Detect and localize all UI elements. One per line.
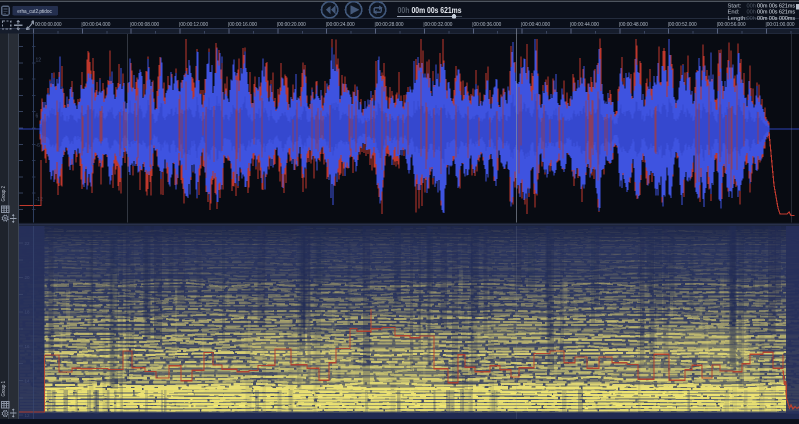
svg-text:|00:00:24.000: |00:00:24.000 [326,22,355,28]
svg-text:Group 1: Group 1 [1,381,7,397]
svg-text:18: 18 [25,310,31,315]
svg-text:12: 12 [36,58,42,64]
svg-text:6: 6 [36,114,39,120]
svg-text:|00:00:20.000: |00:00:20.000 [277,22,306,28]
svg-text:|00:00:36.000: |00:00:36.000 [472,22,501,28]
svg-text:00h: 00h [398,5,410,15]
svg-text:|00:01:00.000: |00:01:00.000 [766,22,795,28]
svg-text:|00:00:48.000: |00:00:48.000 [619,22,648,28]
svg-text:-12: -12 [36,197,43,203]
svg-text:End:: End: [728,10,740,16]
svg-text:|00:00:40.000: |00:00:40.000 [521,22,550,28]
svg-text:20: 20 [25,275,31,280]
svg-text:14: 14 [25,378,31,383]
svg-text:|00:00:08.000: |00:00:08.000 [130,22,159,28]
svg-text:00:00:00.000: 00:00:00.000 [35,22,62,28]
svg-text:|00:00:04.000: |00:00:04.000 [81,22,110,28]
svg-text:|00:00:52.000: |00:00:52.000 [668,22,697,28]
svg-text:|00:00:32.000: |00:00:32.000 [423,22,452,28]
svg-text:00h: 00h [747,10,757,16]
svg-text:00h: 00h [747,16,757,22]
svg-text:12: 12 [25,413,31,418]
svg-text:|00:00:12.000: |00:00:12.000 [179,22,208,28]
svg-text:|00:00:16.000: |00:00:16.000 [228,22,257,28]
svg-text:|00:00:44.000: |00:00:44.000 [570,22,599,28]
svg-text:Start:: Start: [728,3,742,9]
svg-text:00m 00s 621ms: 00m 00s 621ms [757,10,795,16]
svg-text:|00:00:28.000: |00:00:28.000 [375,22,404,28]
svg-text:00m 00s 000ms: 00m 00s 000ms [757,16,795,22]
svg-text:16: 16 [25,344,31,349]
svg-text:erha_cut2.ptidoc: erha_cut2.ptidoc [17,9,52,15]
svg-text:Length:: Length: [728,16,748,22]
svg-text:Group 2: Group 2 [1,186,7,202]
svg-text:00m 00s 621ms: 00m 00s 621ms [757,3,795,9]
svg-text:|00:00:56.000: |00:00:56.000 [717,22,746,28]
svg-text:22: 22 [25,241,31,246]
svg-text:00h: 00h [747,3,757,9]
svg-text:-6: -6 [36,143,41,149]
svg-text:00m 00s 621ms: 00m 00s 621ms [412,5,462,15]
